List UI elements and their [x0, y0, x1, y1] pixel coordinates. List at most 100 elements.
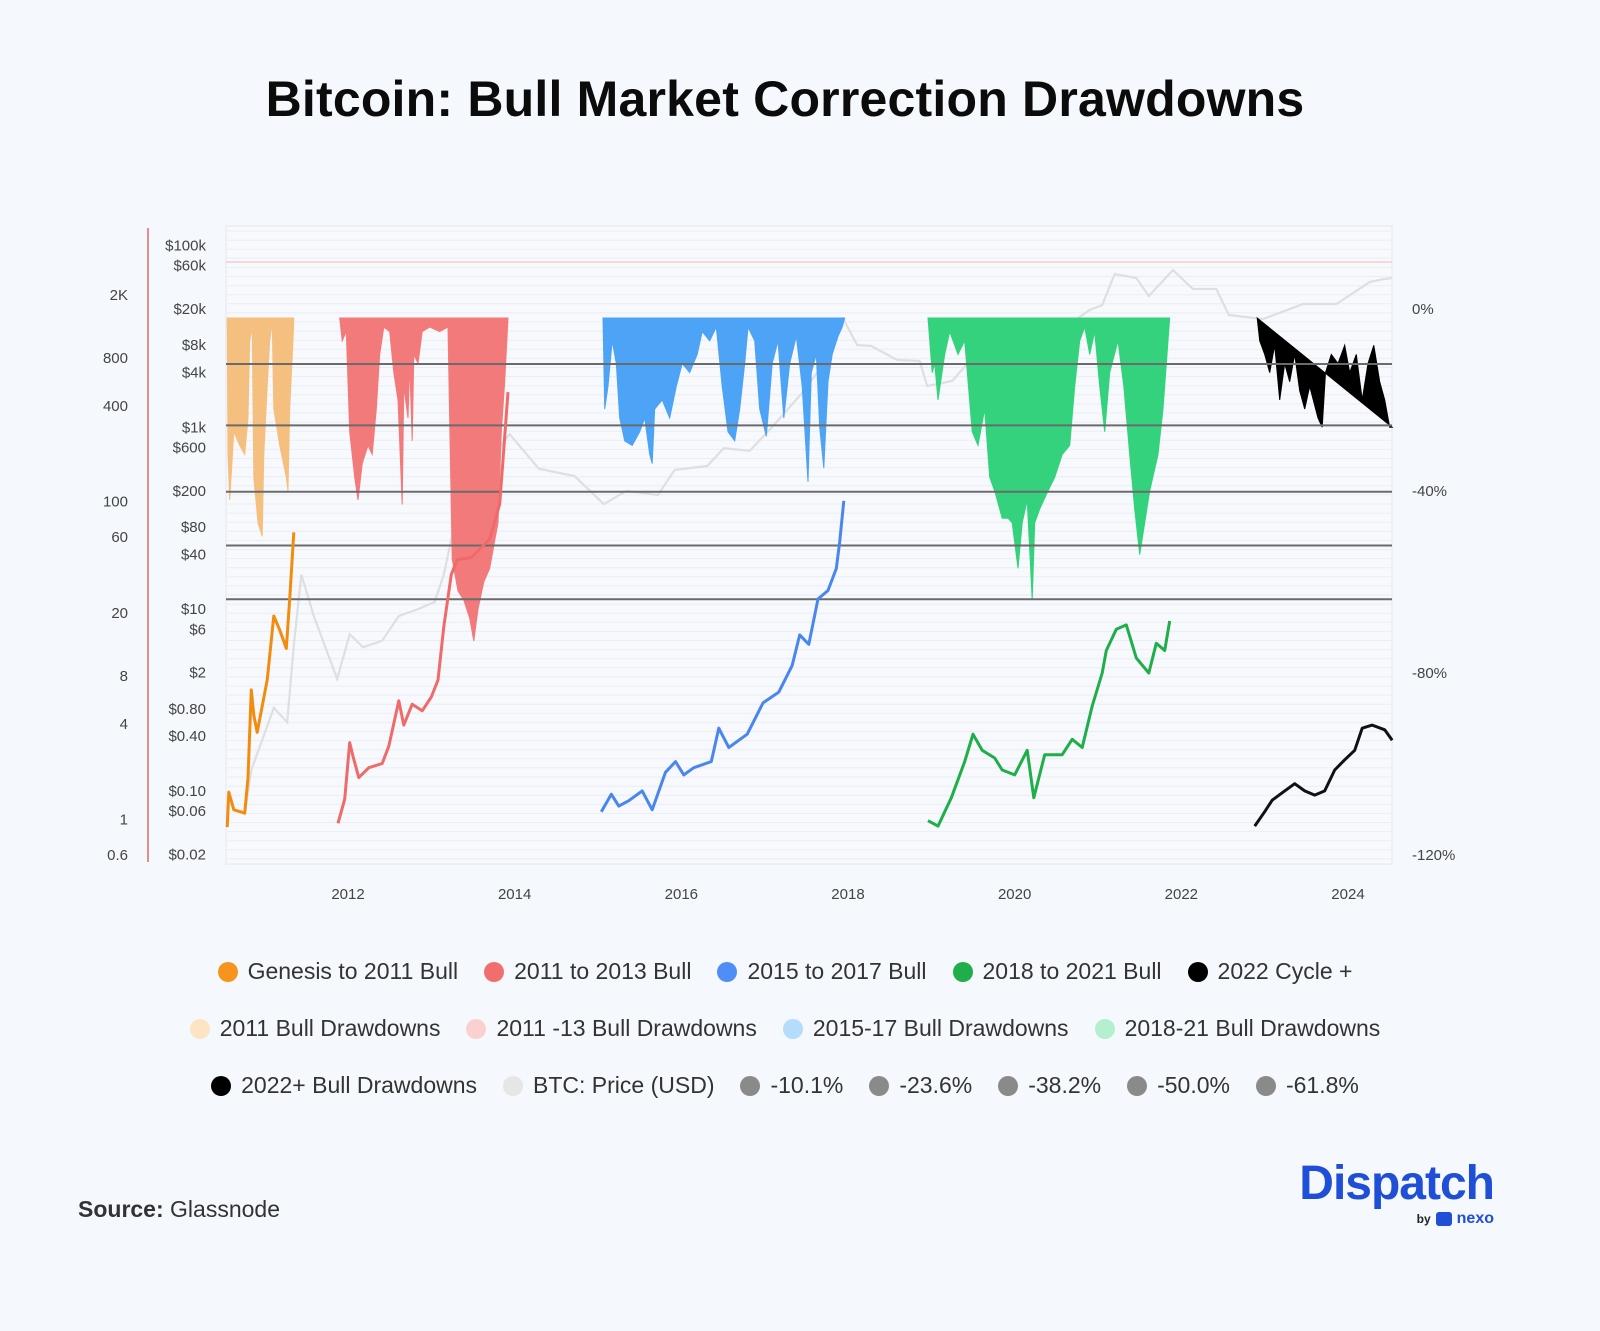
- x-tick-label: 2022: [1165, 886, 1198, 903]
- price-tick-label: $4k: [182, 365, 207, 382]
- legend-item: 2018-21 Bull Drawdowns: [1094, 1015, 1381, 1042]
- legend-item: 2015-17 Bull Drawdowns: [782, 1015, 1069, 1042]
- legend-item: 2015 to 2017 Bull: [717, 958, 927, 985]
- legend-label: Genesis to 2011 Bull: [247, 958, 459, 984]
- legend-item: -23.6%: [869, 1072, 972, 1099]
- legend-item: -38.2%: [998, 1072, 1101, 1099]
- left-tick-label: 4: [120, 716, 128, 733]
- axis-ticks: 2012 2014 2016 20 1 8 2020 2022 2024 $100k $60k $20…: [103, 238, 1455, 904]
- legend-dot-icon: [1127, 1075, 1148, 1096]
- legend-label: 2022+ Bull Drawdowns: [241, 1072, 478, 1098]
- source-label: Source:: [78, 1196, 164, 1222]
- price-tick-label: $8k: [182, 337, 207, 354]
- left-tick-label: 800: [103, 350, 128, 367]
- legend-label: 2011 -13 Bull Drawdowns: [496, 1015, 757, 1041]
- drawdown-tick-label: -40%: [1412, 483, 1447, 500]
- drawdown-area-2011-13-bull-drawdowns: [339, 317, 509, 642]
- legend-label: -38.2%: [1028, 1072, 1102, 1098]
- nexo-icon: [1435, 1212, 1452, 1226]
- chart-title: Bitcoin: Bull Market Correction Drawdown…: [265, 71, 1305, 127]
- drawdown-area-2015-17-bull-drawdowns: [602, 317, 846, 482]
- legend-item: -10.1%: [740, 1072, 843, 1099]
- drawdown-tick-label: -120%: [1412, 847, 1455, 864]
- logo-byline: by nexo: [1417, 1210, 1494, 1228]
- legend-row-3: 2022+ Bull Drawdowns BTC: Price (USD) -10.…: [0, 1072, 1570, 1099]
- legend-item: 2022 Cycle +: [1187, 958, 1353, 985]
- price-tick-label: $6: [189, 621, 206, 638]
- x-tick-label: 2016: [665, 886, 698, 903]
- drawdown-area-2011-bull-drawdowns: [226, 317, 295, 537]
- legend-dot-icon: [503, 1075, 524, 1096]
- price-tick-label: $80: [181, 519, 206, 536]
- legend-item: Genesis to 2011 Bull: [217, 958, 459, 985]
- logo-by: by: [1416, 1212, 1431, 1226]
- price-tick-label: $10: [181, 601, 206, 618]
- drawdown-tick-label: -80%: [1412, 665, 1447, 682]
- legend-label: 2018 to 2021 Bull: [982, 958, 1162, 984]
- legend-item: 2022+ Bull Drawdowns: [211, 1072, 477, 1099]
- legend-item: -61.8%: [1255, 1072, 1359, 1099]
- left-tick-label: 8: [120, 668, 128, 685]
- legend-dot-icon: [211, 1075, 232, 1096]
- x-tick-label: 2012: [331, 886, 364, 903]
- left-tick-label: 1: [120, 812, 128, 829]
- logo-partner: nexo: [1456, 1210, 1494, 1227]
- series-line-2018-to-2021-bull: [927, 620, 1172, 828]
- legend-label: BTC: Price (USD): [533, 1072, 715, 1098]
- legend-dot-icon: [1187, 961, 1208, 982]
- legend-label: 2011 to 2013 Bull: [514, 958, 692, 984]
- left-tick-label: 400: [103, 398, 128, 415]
- left-tick-label: 0.6: [107, 847, 128, 864]
- legend-label: -61.8%: [1285, 1072, 1359, 1098]
- legend-item: 2011 -13 Bull Drawdowns: [466, 1015, 757, 1042]
- price-tick-label: $40: [181, 546, 206, 563]
- legend-item: BTC: Price (USD): [503, 1072, 714, 1099]
- legend-label: -23.6%: [899, 1072, 973, 1098]
- left-tick-label: 60: [111, 529, 128, 546]
- legend-dot-icon: [484, 961, 505, 982]
- source-value: Glassnode: [170, 1196, 280, 1222]
- price-tick-label: $600: [173, 439, 206, 456]
- series-line-genesis-to-2011-bull: [225, 532, 296, 828]
- series-line-2015-to-2017-bull: [599, 500, 846, 813]
- legend-dot-icon: [869, 1075, 890, 1096]
- legend-dot-icon: [782, 1018, 803, 1039]
- price-tick-label: $0.10: [168, 783, 206, 800]
- price-tick-label: $0.80: [168, 701, 206, 718]
- x-tick-label: 2020: [998, 886, 1031, 903]
- source-note: Source: Glassnode: [78, 1196, 280, 1223]
- legend-row-1: Genesis to 2011 Bull 2011 to 2013 Bull 201…: [0, 958, 1570, 985]
- legend-label: 2022 Cycle +: [1217, 958, 1353, 984]
- x-tick-label: 2024: [1331, 886, 1364, 903]
- left-tick-label: 2K: [110, 287, 128, 304]
- left-tick-label: 100: [103, 494, 128, 511]
- price-tick-label: $60k: [173, 258, 206, 275]
- legend-dot-icon: [1255, 1075, 1276, 1096]
- drawdown-area-2018-21-bull-drawdowns: [927, 317, 1171, 601]
- legend-label: 2015 to 2017 Bull: [747, 958, 927, 984]
- legend-item: 2018 to 2021 Bull: [952, 958, 1162, 985]
- legend-item: 2011 to 2013 Bull: [484, 958, 691, 985]
- price-tick-label: $200: [173, 483, 206, 500]
- legend-row-2: 2011 Bull Drawdowns 2011 -13 Bull Drawdow…: [0, 1015, 1570, 1042]
- bull-lines-layer: [225, 391, 1394, 828]
- legend-dot-icon: [217, 961, 238, 982]
- price-tick-label: $0.06: [168, 803, 206, 820]
- legend-label: 2018-21 Bull Drawdowns: [1124, 1015, 1381, 1041]
- price-tick-label: $0.02: [168, 846, 206, 863]
- legend-dot-icon: [998, 1075, 1019, 1096]
- x-tick-label: 2014: [498, 886, 531, 903]
- price-tick-label: $0.40: [168, 728, 206, 745]
- legend-dot-icon: [717, 961, 738, 982]
- price-tick-label: $100k: [165, 238, 206, 255]
- series-line-2022-cycle-: [1253, 723, 1394, 827]
- legend-dot-icon: [189, 1018, 210, 1039]
- legend-dot-icon: [952, 961, 973, 982]
- logo-text: Dispatch: [1299, 1157, 1495, 1210]
- legend-label: -50.0%: [1157, 1072, 1230, 1098]
- price-tick-label: $1k: [182, 419, 207, 436]
- series-line-2011-to-2013-bull: [336, 391, 510, 824]
- left-tick-label: 20: [111, 605, 128, 622]
- price-tick-label: $20k: [173, 301, 206, 318]
